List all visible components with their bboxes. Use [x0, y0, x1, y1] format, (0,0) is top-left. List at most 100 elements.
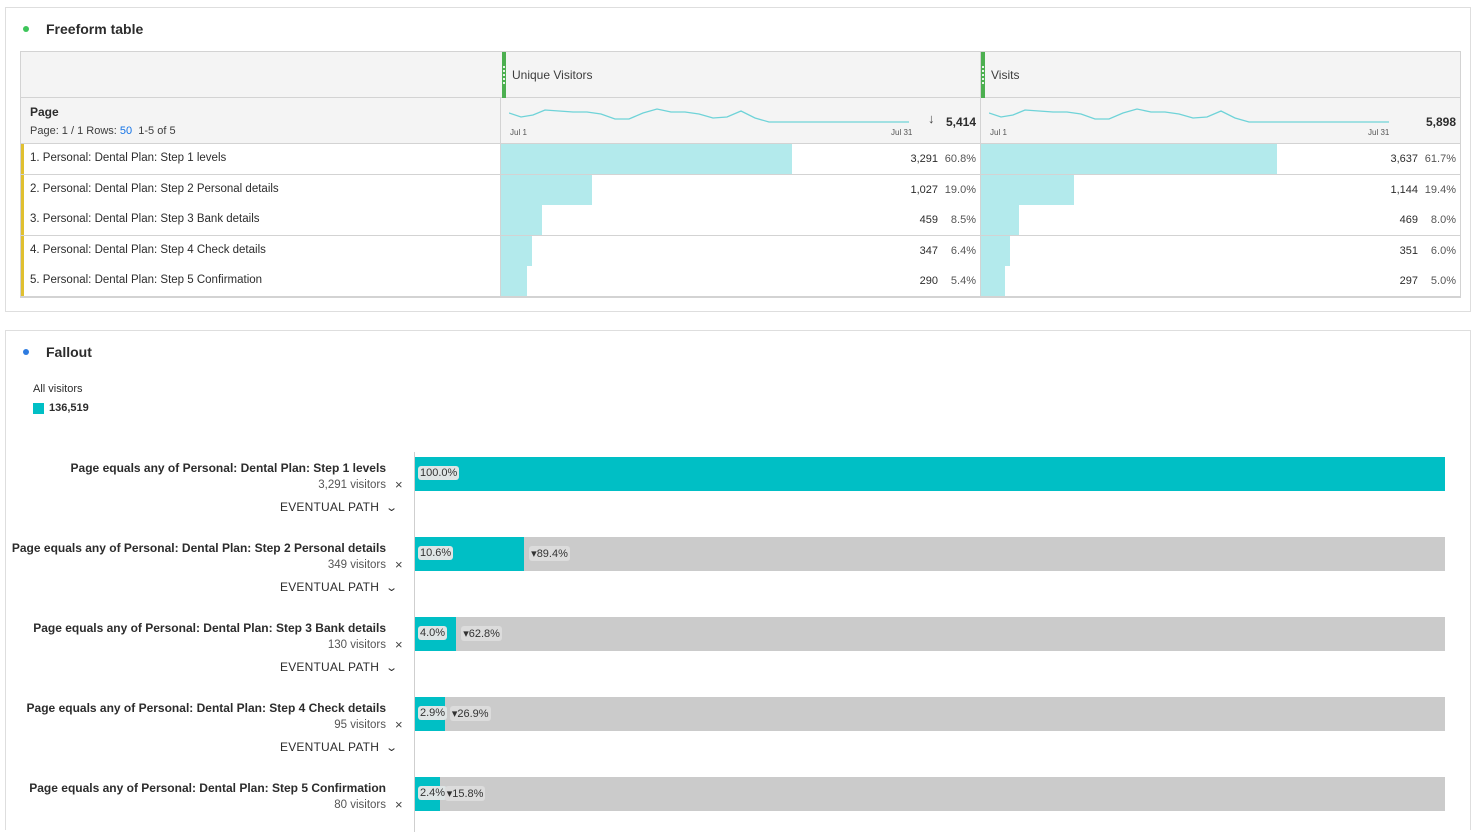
remove-step-icon[interactable]: ×	[395, 717, 403, 732]
sparkline-end-label: Jul 31	[1368, 128, 1390, 137]
row-accent	[21, 266, 24, 297]
column-divider	[980, 52, 981, 297]
step-visitors: 95 visitors	[334, 719, 386, 731]
sparkline-start-label: Jul 1	[510, 128, 527, 137]
cell-value: 351	[1399, 244, 1418, 257]
remove-step-icon[interactable]: ×	[395, 557, 403, 572]
step-name[interactable]: Page equals any of Personal: Dental Plan…	[33, 621, 386, 635]
fallout-bar[interactable]: 2.9% ▾26.9%	[415, 697, 1445, 731]
cell-bar-visits	[981, 144, 1277, 174]
metric-name: Unique Visitors	[512, 68, 593, 82]
cell-percent: 5.4%	[950, 275, 976, 288]
remove-step-icon[interactable]: ×	[395, 637, 403, 652]
step-visitors: 349 visitors	[327, 559, 386, 571]
row-label[interactable]: 3. Personal: Dental Plan: Step 3 Bank de…	[30, 213, 260, 226]
cell-value: 1,144	[1390, 183, 1418, 196]
step-percent: 2.9%	[418, 706, 448, 720]
metric-total: 5,898	[1425, 115, 1456, 129]
metric-total: 5,414	[945, 115, 976, 129]
step-percent: 10.6%	[418, 546, 454, 560]
table-row[interactable]: 2. Personal: Dental Plan: Step 2 Persona…	[21, 174, 1460, 206]
sparkline-unique-visitors	[509, 108, 909, 123]
dimension-name[interactable]: Page	[30, 105, 59, 119]
row-label[interactable]: 4. Personal: Dental Plan: Step 4 Check d…	[30, 243, 266, 256]
fallout-bar[interactable]: 10.6% ▾89.4%	[415, 537, 1445, 571]
row-accent	[21, 174, 24, 205]
fallout-bar[interactable]: 4.0% ▾62.8%	[415, 617, 1445, 651]
cell-bar-visits	[981, 235, 1010, 266]
cell-bar-visits	[981, 174, 1074, 205]
step-visitors: 80 visitors	[334, 799, 386, 811]
eventual-path-dropdown[interactable]: EVENTUAL PATH ⌄	[280, 500, 398, 514]
drag-handle-icon[interactable]	[502, 52, 506, 98]
table-row[interactable]: 5. Personal: Dental Plan: Step 5 Confirm…	[21, 266, 1460, 298]
step-name[interactable]: Page equals any of Personal: Dental Plan…	[29, 781, 386, 795]
sparkline-start-label: Jul 1	[990, 128, 1007, 137]
chevron-down-icon: ⌄	[385, 742, 399, 754]
table-row[interactable]: 3. Personal: Dental Plan: Step 3 Bank de…	[21, 205, 1460, 237]
cell-value: 3,291	[910, 153, 938, 165]
fallout-panel: Fallout All visitors 136,519 Page equals…	[5, 330, 1471, 832]
rows-per-page-selector[interactable]: 50	[119, 125, 133, 137]
sparkline-visits	[989, 108, 1389, 123]
metric-header-visits[interactable]: Visits	[981, 52, 1461, 98]
cell-bar-visits	[981, 205, 1020, 236]
row-label[interactable]: 1. Personal: Dental Plan: Step 1 levels	[30, 152, 227, 164]
eventual-path-dropdown[interactable]: EVENTUAL PATH ⌄	[280, 580, 398, 594]
cell-percent: 19.4%	[1424, 183, 1456, 196]
eventual-path-dropdown[interactable]: EVENTUAL PATH ⌄	[280, 740, 399, 754]
cell-percent: 6.4%	[950, 244, 976, 257]
dimension-header-row: Page Page: 1 / 1 Rows: 50 1-5 of 5 Jul 1…	[21, 98, 1460, 144]
chevron-down-icon: ⌄	[385, 662, 399, 674]
step-percent: 100.0%	[418, 466, 460, 480]
panel-title: Freeform table	[46, 21, 144, 37]
row-accent	[21, 205, 24, 236]
cell-percent: 8.5%	[950, 214, 976, 227]
remove-step-icon[interactable]: ×	[395, 797, 403, 812]
drag-handle-icon[interactable]	[981, 52, 985, 98]
fallout-axis	[414, 452, 415, 832]
step-name[interactable]: Page equals any of Personal: Dental Plan…	[70, 461, 386, 475]
pagination-info: Page: 1 / 1 Rows: 50 1-5 of 5	[30, 125, 176, 137]
cell-percent: 61.7%	[1424, 153, 1456, 165]
step-visitors: 3,291 visitors	[318, 479, 386, 491]
fallout-bar[interactable]: 2.4% ▾15.8%	[415, 777, 1445, 811]
metric-name: Visits	[991, 68, 1020, 82]
segment-swatch	[33, 403, 44, 414]
step-percent: 4.0%	[418, 626, 448, 640]
remove-step-icon[interactable]: ×	[395, 477, 403, 492]
eventual-path-dropdown[interactable]: EVENTUAL PATH ⌄	[280, 660, 399, 674]
cell-percent: 5.0%	[1430, 275, 1456, 288]
step-percent: 2.4%	[418, 786, 448, 800]
panel-status-dot	[23, 349, 29, 355]
segment-label: All visitors	[33, 383, 83, 395]
fallout-bar-fill	[415, 457, 1445, 491]
row-range: 1-5 of 5	[138, 125, 176, 137]
cell-percent: 60.8%	[944, 153, 976, 165]
dropoff-percent: ▾26.9%	[449, 706, 491, 721]
step-name[interactable]: Page equals any of Personal: Dental Plan…	[26, 701, 386, 715]
row-label[interactable]: 5. Personal: Dental Plan: Step 5 Confirm…	[30, 274, 263, 287]
freeform-table: Unique Visitors Visits Page Page: 1 / 1 …	[20, 51, 1461, 298]
metric-header-row: Unique Visitors Visits	[21, 52, 1460, 98]
fallout-bar[interactable]: 100.0%	[415, 457, 1445, 491]
row-accent	[21, 235, 24, 266]
cell-percent: 6.0%	[1430, 244, 1456, 257]
freeform-table-panel: Freeform table Unique Visitors Visits Pa…	[5, 7, 1471, 312]
step-visitors: 130 visitors	[327, 639, 386, 651]
step-name[interactable]: Page equals any of Personal: Dental Plan…	[11, 541, 386, 555]
cell-bar-unique-visitors	[501, 266, 527, 297]
eventual-path-label: EVENTUAL PATH	[280, 500, 380, 514]
row-label[interactable]: 2. Personal: Dental Plan: Step 2 Persona…	[30, 182, 279, 195]
metric-header-unique-visitors[interactable]: Unique Visitors	[502, 52, 981, 98]
cell-bar-unique-visitors	[501, 205, 542, 236]
segment-value: 136,519	[49, 402, 89, 414]
panel-status-dot	[23, 26, 29, 32]
cell-percent: 19.0%	[944, 183, 976, 196]
row-accent	[21, 144, 24, 174]
table-row[interactable]: 4. Personal: Dental Plan: Step 4 Check d…	[21, 235, 1460, 267]
table-row[interactable]: 1. Personal: Dental Plan: Step 1 levels 3…	[21, 144, 1460, 175]
rows-label: Rows:	[86, 125, 117, 137]
dropoff-percent: ▾62.8%	[461, 626, 502, 641]
sort-descending-icon[interactable]: ↓	[928, 111, 935, 126]
